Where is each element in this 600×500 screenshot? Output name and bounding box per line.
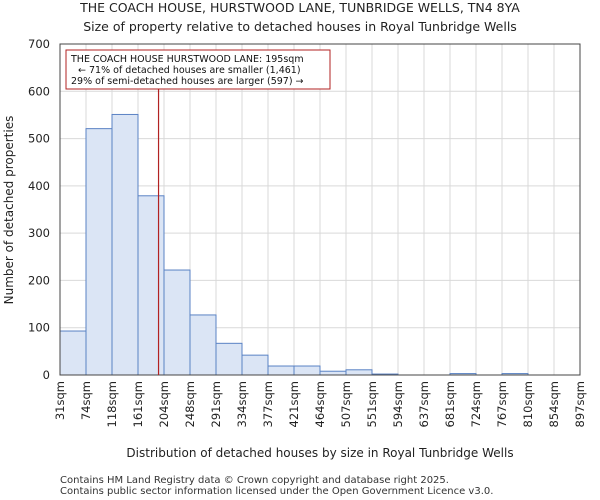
- plot-area-frame: [59, 43, 581, 376]
- x-tick-label: 724sqm: [469, 381, 483, 427]
- annotation-line-3: 29% of semi-detached houses are larger (…: [71, 76, 304, 87]
- x-tick-label: 161sqm: [131, 381, 145, 427]
- x-tick-label: 767sqm: [495, 381, 509, 427]
- chart-title: THE COACH HOUSE, HURSTWOOD LANE, TUNBRID…: [79, 0, 520, 15]
- x-tick-label: 118sqm: [105, 381, 119, 427]
- x-tick-label: 464sqm: [313, 381, 327, 427]
- bar-464sqm: [319, 370, 347, 376]
- x-tick-label: 74sqm: [79, 381, 93, 420]
- x-tick-label: 248sqm: [183, 381, 197, 427]
- annotation-line-2: ← 71% of detached houses are smaller (1,…: [78, 65, 301, 76]
- annotation-box-frame: [65, 49, 331, 90]
- x-tick-label: 637sqm: [417, 381, 431, 427]
- bar-118sqm: [111, 113, 139, 376]
- bars: [59, 113, 529, 376]
- bar-421sqm: [293, 365, 321, 376]
- bar-31sqm: [59, 330, 87, 376]
- y-tick-labels: 0 100 200 300 400 500 600 700: [28, 37, 50, 382]
- footer-line-1: Contains HM Land Registry data © Crown c…: [60, 475, 449, 486]
- bar-291sqm: [215, 342, 243, 376]
- x-tick-label: 334sqm: [235, 381, 249, 427]
- y-tick-label: 700: [28, 37, 50, 51]
- x-tick-label: 421sqm: [287, 381, 301, 427]
- annotation-line-1: THE COACH HOUSE HURSTWOOD LANE: 195sqm: [70, 54, 304, 65]
- bar-74sqm: [85, 128, 113, 376]
- x-tick-label: 204sqm: [157, 381, 171, 427]
- y-tick-label: 100: [28, 321, 50, 335]
- y-tick-label: 300: [28, 226, 50, 240]
- bar-334sqm: [241, 354, 269, 376]
- y-tick-label: 500: [28, 132, 50, 146]
- x-tick-label: 291sqm: [209, 381, 223, 427]
- x-tick-label: 31sqm: [53, 381, 67, 420]
- x-tick-label: 681sqm: [443, 381, 457, 427]
- x-tick-label: 507sqm: [339, 381, 353, 427]
- y-tick-label: 200: [28, 273, 50, 287]
- bar-161sqm: [137, 195, 165, 376]
- x-tick-label: 810sqm: [521, 381, 535, 427]
- bar-507sqm: [345, 369, 373, 376]
- y-tick-label: 400: [28, 179, 50, 193]
- x-tick-label: 897sqm: [573, 381, 587, 427]
- y-axis-label: Number of detached properties: [2, 116, 16, 305]
- bar-248sqm: [189, 314, 217, 376]
- chart-subtitle: Size of property relative to detached ho…: [83, 19, 517, 34]
- y-tick-label: 0: [43, 368, 50, 382]
- annotation-box: THE COACH HOUSE HURSTWOOD LANE: 195sqm ←…: [65, 49, 331, 90]
- x-tick-label: 594sqm: [391, 381, 405, 427]
- y-tick-label: 600: [28, 84, 50, 98]
- x-tick-labels: 31sqm 74sqm 118sqm 161sqm 204sqm 248sqm 291sqm…: [53, 381, 587, 427]
- x-tick-label: 377sqm: [261, 381, 275, 427]
- bar-377sqm: [267, 365, 295, 376]
- x-axis-label: Distribution of detached houses by size …: [126, 446, 513, 460]
- bar-204sqm: [163, 269, 191, 376]
- x-tick-label: 551sqm: [365, 381, 379, 427]
- x-tick-label: 854sqm: [547, 381, 561, 427]
- footer-line-2: Contains public sector information licen…: [60, 486, 493, 497]
